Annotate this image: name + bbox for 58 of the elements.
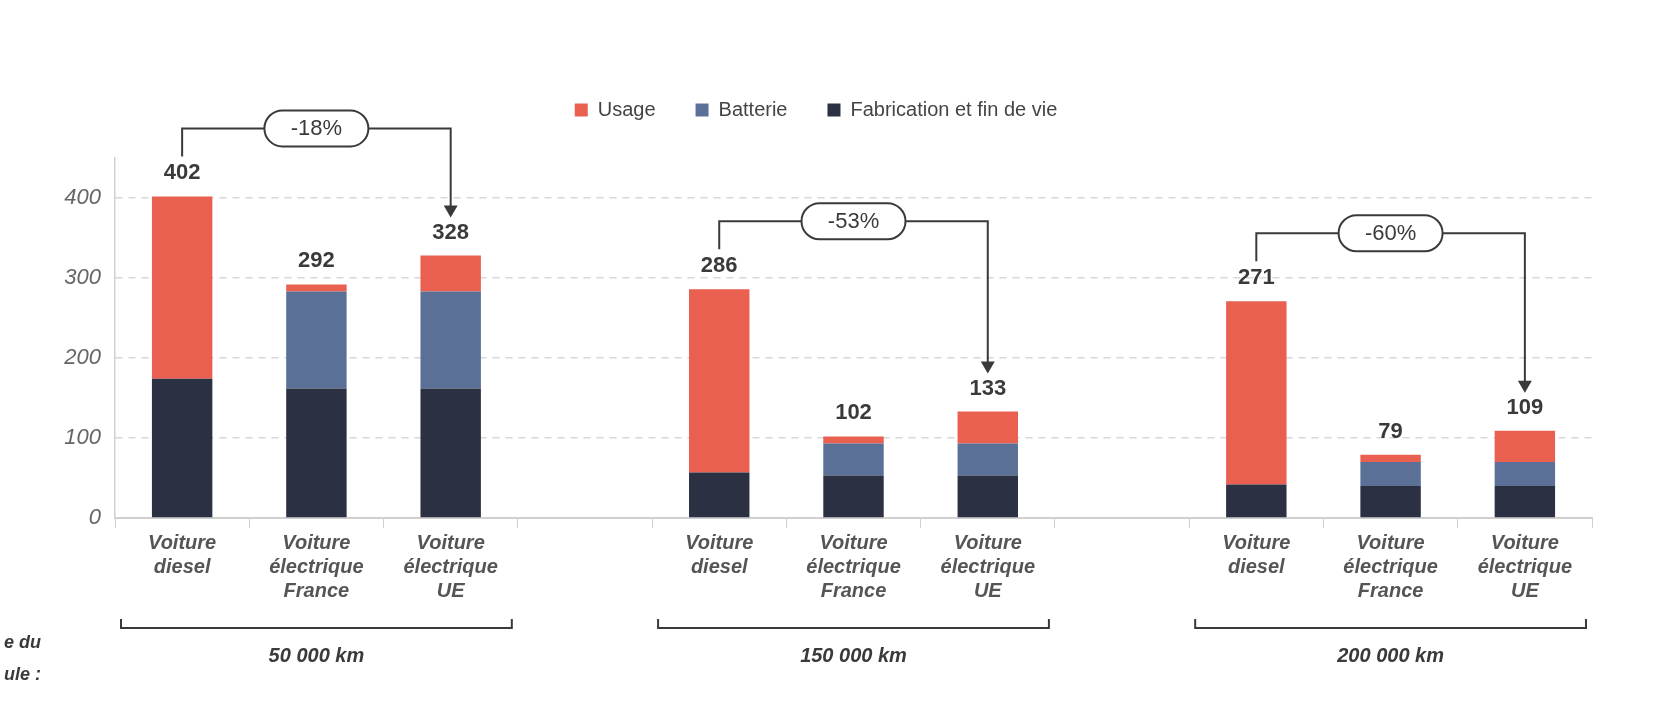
- bar: [957, 443, 1018, 476]
- text: e du: [4, 631, 42, 652]
- x-tick-label: Voiture électrique UE: [403, 530, 498, 601]
- bar: [1494, 486, 1556, 518]
- total-label: 328: [432, 218, 470, 244]
- bar: [420, 388, 481, 518]
- bar: [1494, 430, 1556, 462]
- total-label: 79: [1378, 417, 1403, 443]
- bar: [1494, 462, 1556, 486]
- bar: [286, 388, 347, 518]
- text: 50 000 km: [268, 643, 365, 666]
- annotation: -60%: [1364, 220, 1417, 246]
- total-label: 402: [163, 159, 201, 185]
- text: 150 000 km: [800, 643, 907, 666]
- bar: [286, 284, 347, 292]
- bar: [689, 472, 750, 518]
- bar: [689, 289, 750, 473]
- y-tick-label: 400: [64, 184, 102, 210]
- bar: [420, 291, 481, 389]
- text: 200 000 km: [1336, 643, 1444, 666]
- x-tick-label: Voiture électrique France: [1343, 530, 1438, 601]
- total-label: 102: [835, 399, 872, 425]
- total-label: 286: [700, 252, 738, 278]
- x-tick-label: Voiture électrique UE: [1477, 530, 1573, 601]
- bar: [1226, 301, 1287, 485]
- bar: [286, 291, 347, 389]
- bar: [1360, 462, 1421, 486]
- bar: [1360, 486, 1421, 518]
- x-tick-label: Voiture électrique France: [269, 530, 364, 601]
- total-label: 109: [1506, 393, 1544, 419]
- x-tick-label: Voiture diesel: [148, 530, 217, 577]
- total-label: 133: [969, 374, 1007, 400]
- legend-label: Fabrication et fin de vie: [850, 97, 1058, 120]
- bar: [420, 255, 481, 292]
- bar: [823, 436, 884, 444]
- legend-label: Batterie: [718, 97, 788, 120]
- bar: [1360, 454, 1421, 462]
- text: -18%: [290, 115, 343, 141]
- annotation: -53%: [827, 208, 880, 234]
- x-tick-label: Voiture électrique UE: [940, 530, 1036, 601]
- bar: [1226, 484, 1287, 518]
- legend-label: Usage: [597, 97, 656, 120]
- bar: [151, 378, 213, 518]
- y-tick-label: 200: [63, 344, 102, 370]
- total-label: 292: [298, 247, 335, 273]
- text: ule :: [4, 663, 42, 684]
- bar: [151, 196, 213, 379]
- x-tick-label: Voiture diesel: [685, 530, 754, 577]
- y-tick-label: 0: [88, 504, 102, 530]
- bar: [957, 475, 1018, 518]
- x-tick-label: Voiture diesel: [1222, 530, 1291, 577]
- x-tick-label: Voiture électrique France: [806, 530, 901, 601]
- y-tick-label: 300: [64, 264, 102, 290]
- bar: [823, 443, 884, 476]
- bar: [823, 475, 884, 518]
- total-label: 271: [1237, 264, 1275, 290]
- bar: [957, 411, 1018, 444]
- y-tick-label: 100: [64, 424, 102, 450]
